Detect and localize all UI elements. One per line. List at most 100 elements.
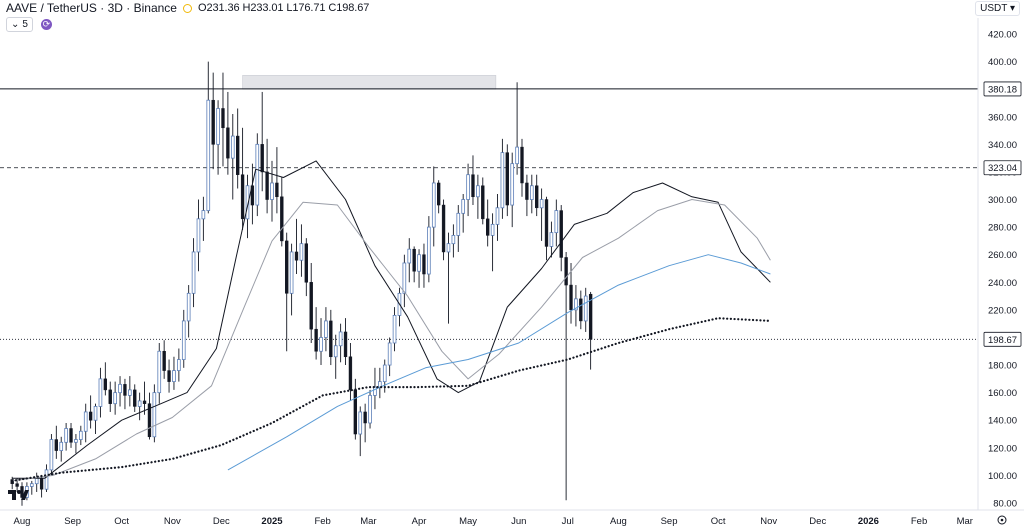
- candle-up: [49, 439, 54, 471]
- candle-down: [588, 293, 593, 340]
- candle-up: [93, 406, 98, 421]
- candle-down: [535, 185, 539, 209]
- candle-down: [481, 185, 485, 220]
- candle-down: [441, 204, 446, 253]
- time-tick-label: Apr: [412, 516, 427, 527]
- candle-up: [196, 218, 201, 253]
- candle-down: [221, 108, 225, 129]
- open-value: 231.36: [206, 2, 240, 14]
- candle-down: [236, 135, 240, 175]
- time-tick-label: Oct: [114, 516, 129, 527]
- tradingview-logo-dot: [17, 490, 21, 494]
- candle-up: [64, 428, 68, 443]
- candle-up: [490, 223, 495, 236]
- candle-down: [167, 370, 171, 382]
- price-level-badge-label-1: 323.04: [988, 163, 1017, 174]
- candle-down: [304, 243, 308, 283]
- candle-down: [211, 99, 215, 145]
- candle-up: [83, 411, 88, 432]
- candle-up: [427, 226, 431, 275]
- candle-up: [476, 185, 480, 198]
- candle-down: [275, 182, 279, 198]
- ohlc-readout: O231.36 H233.01 L176.71 C198.67: [198, 2, 369, 14]
- settings-gear-icon-center: [1000, 518, 1004, 522]
- candle-up: [128, 389, 132, 396]
- symbol-title[interactable]: AAVE / TetherUS · 3D · Binance: [6, 1, 177, 15]
- candle-up: [255, 143, 260, 206]
- candle-up: [368, 395, 372, 424]
- time-tick-label: Jun: [511, 516, 526, 527]
- candle-up: [373, 386, 377, 396]
- dropdown-arrow-icon: ▾: [1009, 3, 1015, 14]
- open-label: O: [197, 2, 207, 14]
- candle-up: [157, 350, 162, 394]
- candle-down: [486, 218, 490, 236]
- candle-down: [280, 196, 284, 242]
- candle-up: [539, 199, 544, 209]
- supply-zone: [242, 75, 497, 90]
- candle-up: [417, 254, 421, 272]
- price-level-badge-1: [983, 160, 1022, 176]
- price-tick-label: 100.00: [988, 471, 1017, 482]
- time-tick-label: Dec: [809, 516, 826, 527]
- price-tick-label: 300.00: [988, 195, 1017, 206]
- time-tick-label: May: [459, 516, 477, 527]
- time-tick-label: Sep: [64, 516, 81, 527]
- moving-average-line-3: [11, 317, 772, 482]
- price-level-badge-2: [983, 331, 1022, 347]
- candle-up: [466, 174, 470, 200]
- time-tick-label: Aug: [14, 516, 31, 527]
- candle-up: [186, 292, 191, 322]
- chart-header: AAVE / TetherUS · 3D · Binance O231.36 H…: [6, 1, 369, 15]
- candle-down: [579, 298, 583, 322]
- refresh-icon[interactable]: ⟳: [40, 19, 52, 30]
- candle-up: [392, 314, 397, 344]
- candle-down: [569, 284, 573, 311]
- candle-down: [412, 248, 416, 272]
- candle-up: [382, 364, 387, 383]
- candle-down: [39, 477, 44, 490]
- candle-down: [69, 428, 73, 443]
- candle-up: [245, 185, 250, 220]
- candle-down: [309, 282, 313, 330]
- indicator-toggle[interactable]: ⌄ 5: [6, 17, 33, 32]
- candle-up: [270, 182, 274, 200]
- chevron-down-icon: ⌄: [11, 19, 20, 30]
- candle-down: [363, 411, 367, 424]
- candle-down: [265, 171, 269, 200]
- time-tick-label: Jul: [562, 516, 574, 527]
- candle-up: [113, 392, 117, 405]
- candle-up: [446, 243, 451, 253]
- candle-up: [172, 370, 176, 383]
- price-tick-label: 140.00: [988, 416, 1017, 427]
- candle-down: [525, 182, 529, 200]
- candle-up: [59, 441, 64, 451]
- candle-up: [201, 210, 206, 220]
- price-tick-label: 240.00: [988, 278, 1017, 289]
- time-tick-label: Oct: [711, 516, 726, 527]
- candle-up: [79, 430, 83, 440]
- low-label: L: [286, 2, 293, 14]
- candle-down: [260, 144, 264, 173]
- indicator-count: 5: [22, 19, 28, 30]
- candle-down: [133, 389, 137, 407]
- candle-down: [520, 146, 524, 184]
- quote-currency-button[interactable]: USDT ▾: [975, 1, 1020, 16]
- candle-up: [98, 378, 103, 407]
- candle-up: [34, 477, 39, 485]
- candle-up: [358, 411, 363, 435]
- price-tick-label: 260.00: [988, 250, 1017, 261]
- candle-down: [15, 483, 19, 487]
- time-tick-label: 2025: [261, 516, 283, 527]
- candle-up: [206, 99, 211, 211]
- candle-up: [583, 295, 588, 322]
- candle-up: [554, 210, 559, 234]
- candle-down: [329, 320, 333, 358]
- price-tick-label: 400.00: [988, 57, 1017, 68]
- moving-average-line-2: [227, 254, 771, 471]
- candle-up: [461, 199, 465, 214]
- time-tick-label: Aug: [610, 516, 627, 527]
- candle-down: [103, 378, 108, 391]
- candle-down: [240, 174, 245, 220]
